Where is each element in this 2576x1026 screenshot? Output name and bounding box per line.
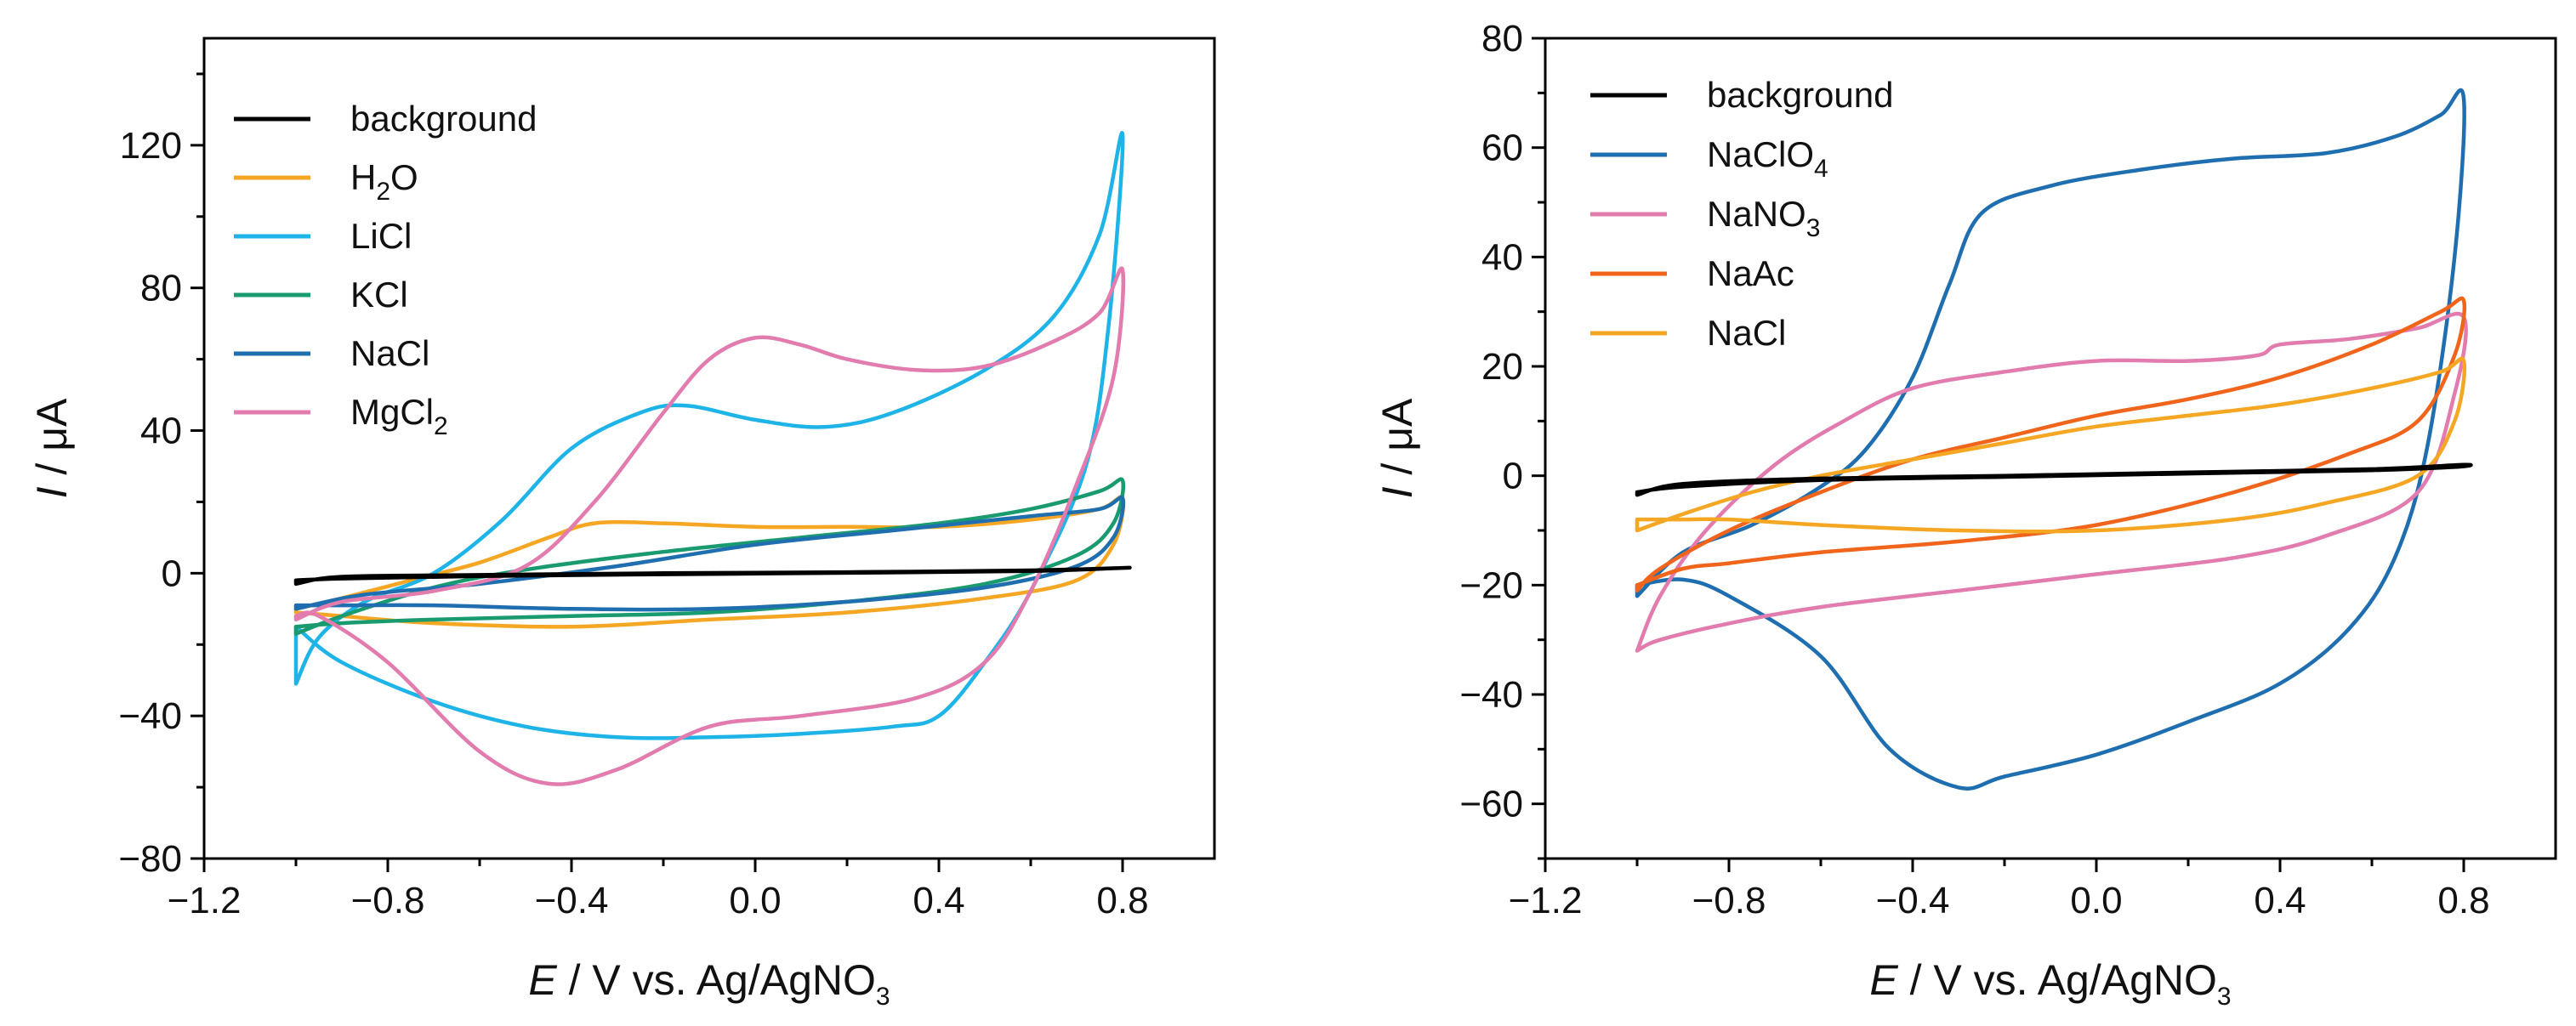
x-tick-label: 0.8 bbox=[1096, 880, 1148, 921]
x-tick-label: 0.0 bbox=[729, 880, 781, 921]
x-tick-label: 0.0 bbox=[2070, 880, 2122, 921]
y-tick-label: −20 bbox=[1459, 564, 1523, 606]
x-axis-subscript: 3 bbox=[876, 983, 890, 1011]
y-tick-label: 40 bbox=[1481, 236, 1523, 278]
y-axis-label: I / μA bbox=[1373, 398, 1421, 498]
legend-label-nacl: NaCl bbox=[350, 333, 429, 373]
x-axis-label: E / V vs. Ag/AgNO3 bbox=[528, 956, 890, 1011]
legend-label-text: background bbox=[350, 99, 537, 139]
x-tick-label: 0.8 bbox=[2437, 880, 2489, 921]
series-line-nano3 bbox=[1635, 311, 2468, 653]
y-tick-label: 120 bbox=[120, 125, 182, 167]
y-tick-label: −40 bbox=[118, 695, 182, 737]
legend-label-text: NaAc bbox=[1707, 253, 1794, 293]
y-tick-label: 20 bbox=[1481, 346, 1523, 388]
x-tick-label: −0.8 bbox=[1692, 880, 1766, 921]
legend-label-licl: LiCl bbox=[350, 216, 412, 256]
legend-label-text: H bbox=[350, 157, 376, 197]
y-tick-label: −80 bbox=[118, 838, 182, 880]
x-axis-subscript: 3 bbox=[2217, 983, 2232, 1011]
x-tick-label: −0.4 bbox=[535, 880, 609, 921]
y-tick-label: 80 bbox=[140, 268, 182, 309]
x-axis-unit: / V vs. Ag/AgNO bbox=[557, 956, 876, 1004]
legend-label-background: background bbox=[1707, 75, 1894, 115]
y-tick-label: 40 bbox=[140, 411, 182, 452]
right-cv-panel: −1.2 −0.8 −0.4 0.0 0.4 0.8 −60 −40 −20 0 20 40 60 80 E… bbox=[1373, 18, 2557, 1011]
series-line-nacl bbox=[293, 495, 1125, 612]
legend-label-text: KCl bbox=[350, 275, 408, 315]
y-axis-unit: / μA bbox=[28, 398, 76, 486]
legend-label-nano3: NaNO3 bbox=[1707, 194, 1820, 242]
x-axis-symbol: E bbox=[528, 956, 557, 1004]
y-tick-label: 0 bbox=[1503, 456, 1523, 497]
x-tick-label: −0.8 bbox=[351, 880, 425, 921]
series-line-background bbox=[293, 565, 1132, 587]
x-axis-symbol: E bbox=[1869, 956, 1898, 1004]
x-axis-label: E / V vs. Ag/AgNO3 bbox=[1869, 956, 2231, 1011]
y-tick-label: −60 bbox=[1459, 784, 1523, 825]
plot-frame bbox=[202, 37, 1216, 860]
y-axis-unit: / μA bbox=[1373, 398, 1421, 486]
series-line-naclo4 bbox=[1635, 88, 2466, 791]
legend-label-text: NaCl bbox=[350, 333, 429, 373]
legend-label-naac: NaAc bbox=[1707, 253, 1794, 293]
x-tick-label: 0.4 bbox=[2254, 880, 2306, 921]
legend-label-kcl: KCl bbox=[350, 275, 408, 315]
series-line-nacl bbox=[1635, 356, 2467, 534]
legend-label-subscript: 2 bbox=[376, 178, 390, 206]
legend-label-subscript: 4 bbox=[1814, 155, 1828, 183]
legend-label-nacl: NaCl bbox=[1707, 313, 1786, 353]
legend-label-mgcl2: MgCl2 bbox=[350, 392, 448, 440]
plot-frame bbox=[1544, 37, 2557, 860]
series-line-background bbox=[1635, 462, 2473, 497]
legend-label-naclo4: NaClO4 bbox=[1707, 134, 1828, 183]
y-tick-label: 60 bbox=[1481, 128, 1523, 169]
y-tick-label: −40 bbox=[1459, 674, 1523, 716]
legend-label-h2o: H2O bbox=[350, 157, 418, 206]
legend-label-tail: O bbox=[390, 157, 418, 197]
x-tick-label: −1.2 bbox=[1509, 880, 1583, 921]
y-tick-label: 80 bbox=[1481, 18, 1523, 60]
legend-label-text: NaNO bbox=[1707, 194, 1806, 234]
legend-label-text: NaClO bbox=[1707, 134, 1814, 174]
series-line-kcl bbox=[293, 477, 1125, 636]
x-tick-label: −0.4 bbox=[1876, 880, 1950, 921]
series-line-naac bbox=[1635, 296, 2467, 593]
legend-label-text: MgCl bbox=[350, 392, 434, 432]
series-line-mgcl2 bbox=[293, 266, 1126, 786]
y-tick-label: 0 bbox=[162, 553, 182, 594]
y-axis-symbol: I bbox=[28, 486, 76, 498]
legend-label-text: background bbox=[1707, 75, 1894, 115]
legend-label-text: LiCl bbox=[350, 216, 412, 256]
legend-label-subscript: 2 bbox=[434, 412, 448, 440]
legend-label-text: NaCl bbox=[1707, 313, 1786, 353]
y-axis-label: I / μA bbox=[28, 398, 76, 498]
x-axis-unit: / V vs. Ag/AgNO bbox=[1898, 956, 2217, 1004]
y-axis-symbol: I bbox=[1373, 486, 1421, 498]
left-cv-panel: −1.2 −0.8 −0.4 0.0 0.4 0.8 −80 −40 0 40 80 120 E / V… bbox=[28, 37, 1216, 1011]
series-line-licl bbox=[293, 131, 1125, 740]
x-tick-label: −1.2 bbox=[168, 880, 242, 921]
legend-label-subscript: 3 bbox=[1806, 214, 1821, 242]
legend-label-background: background bbox=[350, 99, 537, 139]
x-tick-label: 0.4 bbox=[913, 880, 964, 921]
